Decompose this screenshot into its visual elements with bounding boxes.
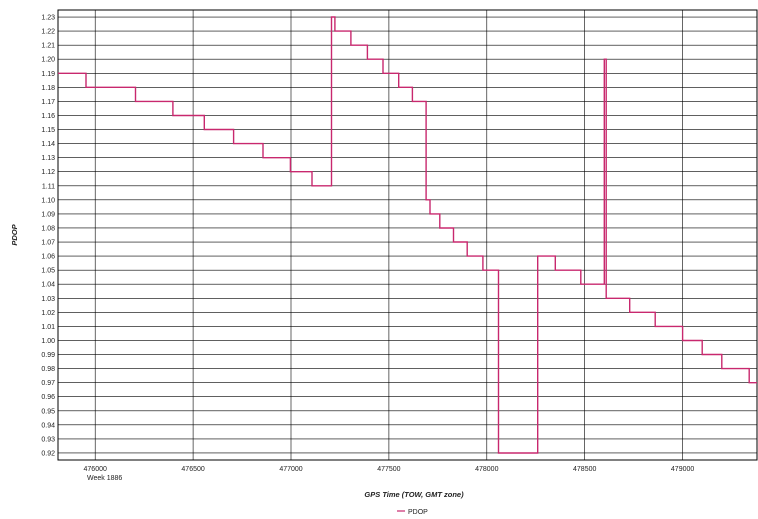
x-tick-labels: 476000 476500 477000 477500 478000 478500 4790… bbox=[84, 466, 695, 473]
legend-label: PDOP bbox=[408, 509, 428, 516]
x-tick-label: 478500 bbox=[573, 466, 596, 473]
y-tick-label: 0.92 bbox=[41, 450, 55, 457]
y-tick-label: 0.95 bbox=[41, 408, 55, 415]
y-tick-label: 1.09 bbox=[41, 211, 55, 218]
y-tick-label: 0.94 bbox=[41, 422, 55, 429]
x-tick-label: 476000 bbox=[84, 466, 107, 473]
y-tick-label: 0.97 bbox=[41, 380, 55, 387]
y-axis-title: PDOP bbox=[10, 223, 19, 245]
y-tick-label: 1.20 bbox=[41, 57, 55, 64]
y-tick-label: 1.17 bbox=[41, 99, 55, 106]
x-tick-label: 477500 bbox=[377, 466, 400, 473]
y-tick-label: 0.93 bbox=[41, 436, 55, 443]
y-tick-label: 1.19 bbox=[41, 71, 55, 78]
y-tick-label: 1.23 bbox=[41, 15, 55, 22]
y-tick-label: 1.21 bbox=[41, 43, 55, 50]
x-tick-label: 476500 bbox=[181, 466, 204, 473]
y-tick-label: 1.10 bbox=[41, 197, 55, 204]
horizontal-gridlines bbox=[58, 16, 757, 454]
x-tick-label: 479000 bbox=[671, 466, 694, 473]
y-tick-label: 0.98 bbox=[41, 366, 55, 373]
y-tick-label: 1.05 bbox=[41, 268, 55, 275]
y-tick-label: 1.01 bbox=[41, 324, 55, 331]
y-tick-label: 1.04 bbox=[41, 282, 55, 289]
y-tick-label: 1.18 bbox=[41, 85, 55, 92]
y-tick-label: 1.11 bbox=[42, 183, 55, 190]
x-axis-title: GPS Time (TOW, GMT zone) bbox=[364, 490, 464, 499]
x-tick-label: 478000 bbox=[475, 466, 498, 473]
legend: PDOP bbox=[397, 509, 428, 516]
x-sub-label: Week 1886 bbox=[87, 475, 122, 482]
y-tick-label: 1.14 bbox=[41, 141, 55, 148]
y-tick-label: 1.15 bbox=[41, 127, 55, 134]
y-tick-label: 1.08 bbox=[41, 225, 55, 232]
pdop-series-line bbox=[58, 16, 757, 454]
y-tick-label: 1.16 bbox=[41, 113, 55, 120]
y-tick-label: 1.02 bbox=[41, 310, 55, 317]
y-tick-label: 0.96 bbox=[41, 394, 55, 401]
y-tick-label: 1.00 bbox=[41, 338, 55, 345]
y-tick-labels: 0.92 0.93 0.94 0.95 0.96 0.97 0.98 0.99 1.00 1.01… bbox=[41, 15, 55, 458]
y-tick-label: 0.99 bbox=[41, 352, 55, 359]
y-tick-label: 1.06 bbox=[41, 254, 55, 261]
x-tick-label: 477000 bbox=[279, 466, 302, 473]
y-tick-label: 1.12 bbox=[41, 169, 55, 176]
plot-frame bbox=[57, 9, 758, 461]
y-tick-label: 1.22 bbox=[41, 29, 55, 36]
y-tick-label: 1.13 bbox=[41, 155, 55, 162]
vertical-gridlines bbox=[94, 10, 683, 460]
y-tick-label: 1.03 bbox=[41, 296, 55, 303]
y-tick-label: 1.07 bbox=[41, 240, 55, 247]
plot-background bbox=[58, 10, 757, 460]
